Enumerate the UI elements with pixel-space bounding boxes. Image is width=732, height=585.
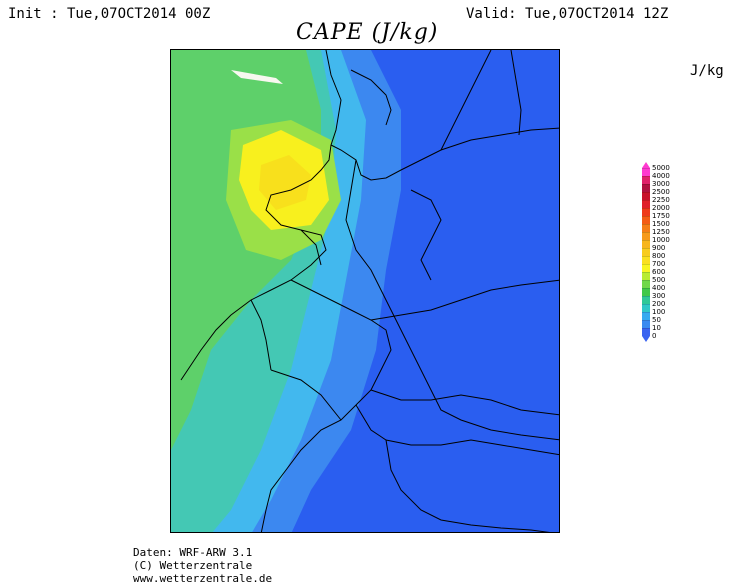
legend-color-4 [642,200,650,208]
yellow-cape-inner [259,155,311,210]
cape-map [170,49,560,533]
legend-tick-label: 2000 [652,204,670,212]
legend-color-5 [642,208,650,216]
legend-color-16 [642,296,650,304]
legend-tick-label: 100 [652,308,666,316]
legend-color-3 [642,192,650,200]
footer-website: www.wetterzentrale.de [133,572,273,585]
legend-tick-label: 1500 [652,220,670,228]
legend-color-18 [642,312,650,320]
legend-color-9 [642,240,650,248]
legend-tick-label: 50 [652,316,661,324]
legend-color-10 [642,248,650,256]
streak-feature [231,70,283,84]
legend-color-11 [642,256,650,264]
legend-tick-label: 400 [652,284,666,292]
legend-tick-label: 1250 [652,228,670,236]
legend-units: J/kg [690,63,724,79]
legend-color-19 [642,320,650,328]
legend-color-20 [642,328,650,336]
legend-color-2 [642,184,650,192]
legend-color-12 [642,264,650,272]
valid-time-label: Valid: Tue,07OCT2014 12Z [466,6,669,22]
legend-color-15 [642,288,650,296]
cape-field [171,50,559,532]
borders [180,50,559,532]
legend-tick-label: 600 [652,268,666,276]
chart-title: CAPE (J/kg) [296,20,439,45]
legend-tick-label: 3000 [652,180,670,188]
legend-tick-label: 1000 [652,236,670,244]
legend-color-8 [642,232,650,240]
legend-bottom-arrow [642,336,650,342]
legend-tick-label: 0 [652,332,657,340]
legend-color-6 [642,216,650,224]
legend-color-0 [642,168,650,176]
legend-tick-label: 500 [652,276,666,284]
legend-colorbar [642,168,650,336]
legend-color-7 [642,224,650,232]
legend-tick-label: 5000 [652,164,670,172]
footer-copyright: (C) Wetterzentrale [133,559,253,572]
legend-color-14 [642,280,650,288]
footer-data-source: Daten: WRF-ARW 3.1 [133,546,253,559]
init-time-label: Init : Tue,07OCT2014 00Z [8,6,211,22]
legend-tick-label: 1750 [652,212,670,220]
legend-tick-label: 200 [652,300,666,308]
legend-tick-label: 800 [652,252,666,260]
legend-tick-label: 2500 [652,188,670,196]
legend-tick-label: 2250 [652,196,670,204]
legend-color-17 [642,304,650,312]
legend-tick-label: 700 [652,260,666,268]
legend-tick-label: 300 [652,292,666,300]
legend-color-13 [642,272,650,280]
legend-tick-label: 900 [652,244,666,252]
legend-tick-label: 4000 [652,172,670,180]
legend-color-1 [642,176,650,184]
legend-top-arrow [642,162,650,168]
legend-tick-label: 10 [652,324,661,332]
